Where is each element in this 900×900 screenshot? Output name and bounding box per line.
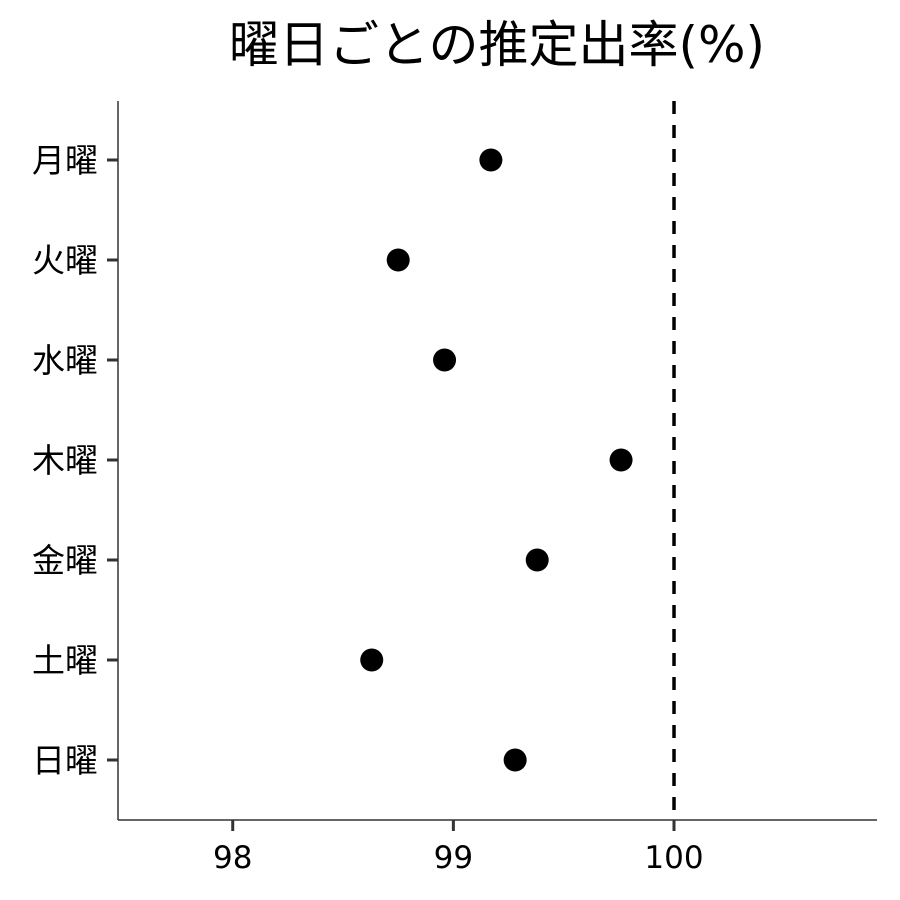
y-tick-label: 火曜: [32, 241, 98, 280]
chart-title: 曜日ごとの推定出率(%): [229, 16, 765, 74]
y-tick-label: 木曜: [32, 441, 98, 480]
y-tick-label: 月曜: [32, 141, 98, 180]
y-tick-label: 土曜: [32, 641, 98, 680]
x-ticks: 98 99 100: [213, 820, 704, 876]
data-point: [360, 648, 384, 672]
x-tick-label: 98: [213, 840, 252, 876]
points: [360, 148, 633, 772]
y-tick-label: 水曜: [32, 341, 98, 380]
data-point: [503, 748, 527, 772]
data-point: [386, 248, 410, 272]
y-tick-label: 日曜: [32, 741, 98, 780]
x-tick-label: 100: [644, 840, 703, 876]
data-point: [479, 148, 503, 172]
data-point: [525, 548, 549, 572]
x-tick-label: 99: [434, 840, 473, 876]
data-point: [609, 448, 633, 472]
y-tick-label: 金曜: [32, 541, 98, 580]
data-point: [433, 348, 457, 372]
axes: [117, 101, 877, 821]
